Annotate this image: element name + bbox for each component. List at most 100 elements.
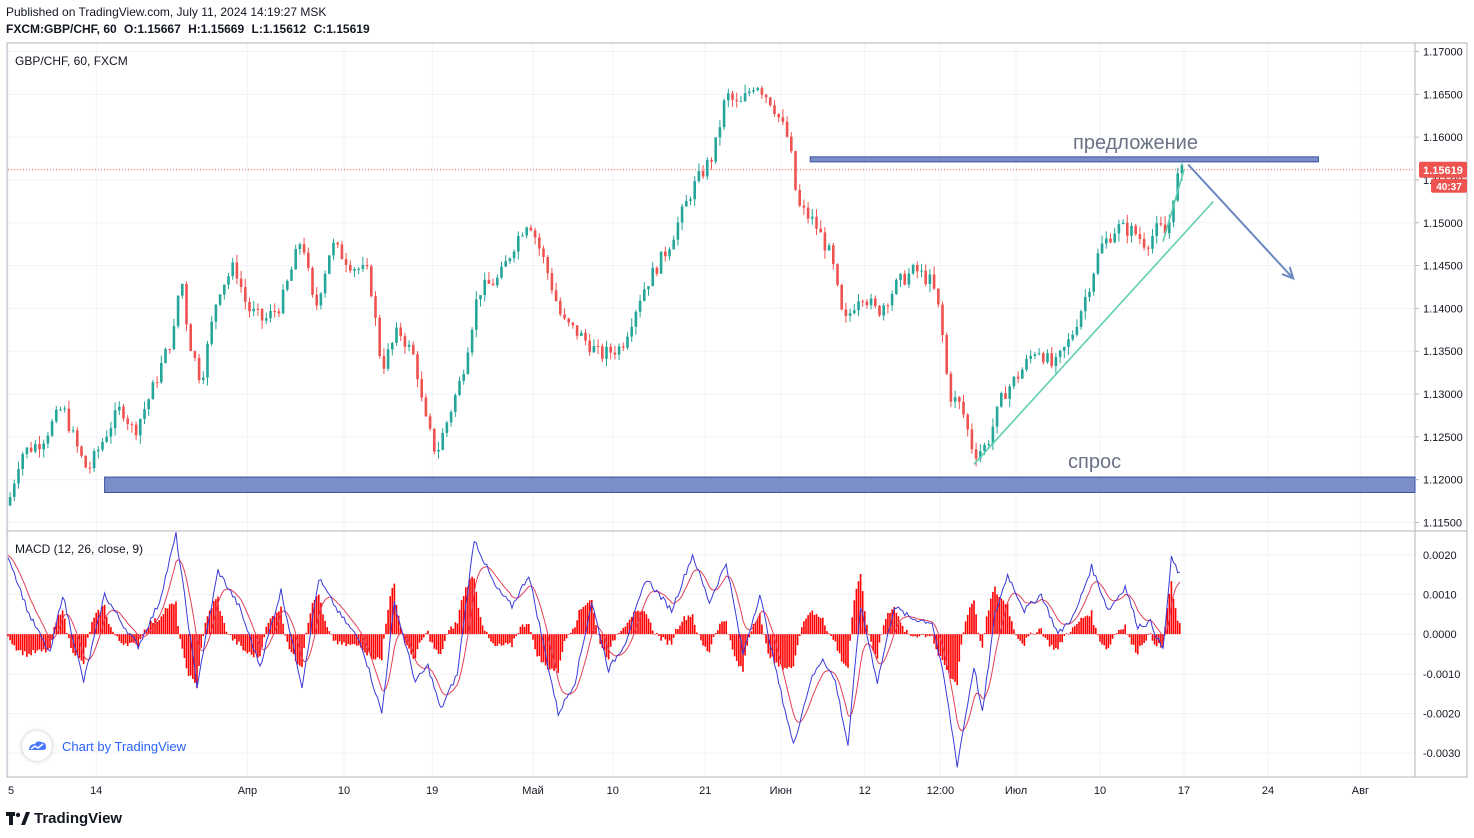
candle <box>336 241 339 248</box>
time-axis[interactable]: 5 14 Апр 10 19 Май 10 21 Июн 12 12:00 Июл 10 17 24 Авг <box>8 785 1369 797</box>
macd-hist-bar <box>794 634 797 656</box>
footer-brand[interactable]: TradingView <box>6 810 122 827</box>
candle <box>613 345 617 360</box>
candle-body <box>550 273 554 291</box>
macd-hist-bar <box>912 634 914 637</box>
candle-body <box>130 424 134 426</box>
candle <box>454 393 457 417</box>
macd-hist-bar <box>1036 632 1038 635</box>
candle <box>50 418 54 438</box>
candle-body <box>202 377 205 381</box>
candle-body <box>823 232 827 251</box>
badge-label[interactable]: Chart by TradingView <box>62 738 187 754</box>
macd-hist-bar <box>1143 634 1145 643</box>
candle-body <box>886 305 890 307</box>
candle <box>680 203 684 231</box>
macd-hist-bar <box>1092 625 1095 635</box>
macd-hist-bar <box>158 620 160 635</box>
candle <box>1071 330 1074 342</box>
candle-body <box>176 295 180 327</box>
macd-hist-bar <box>536 634 538 657</box>
macd-hist-bar <box>922 634 925 635</box>
macd-hist-bar <box>538 634 541 656</box>
macd-hist-bar <box>668 634 671 641</box>
macd-hist-bar <box>691 614 694 635</box>
candle-body <box>533 230 537 238</box>
macd-hist-bar <box>84 634 87 648</box>
candle-body <box>1138 234 1142 239</box>
candle <box>239 270 243 293</box>
macd-hist-bar <box>1116 633 1118 635</box>
macd-hist-bar <box>996 594 998 635</box>
candle-body <box>869 298 873 306</box>
candle <box>685 194 688 207</box>
candle <box>874 295 877 309</box>
macd-hist-bar <box>198 634 200 666</box>
macd-hist-bar <box>154 618 156 635</box>
candle-body <box>399 327 402 337</box>
candle-body <box>1147 247 1150 249</box>
macd-hist-bar <box>467 586 469 635</box>
macd-hist-bar <box>1074 625 1076 635</box>
candle-body <box>391 342 394 350</box>
macd-hist-bar <box>576 620 578 635</box>
candle <box>126 415 129 430</box>
candle <box>832 242 835 270</box>
macd-hist-bar <box>99 612 102 635</box>
macd-hist-bar <box>927 634 929 636</box>
x-tick-label: 14 <box>90 785 102 797</box>
candle-body <box>147 399 150 410</box>
macd-hist-bar <box>343 634 345 643</box>
candle <box>323 270 327 298</box>
tradingview-badge[interactable]: Chart by TradingView <box>22 731 186 761</box>
macd-axis[interactable]: 0.0020 0.0010 0.0000 -0.0010 -0.0020 -0.0030 <box>1423 550 1460 760</box>
macd-hist-bar <box>1166 608 1168 635</box>
macd-hist-bar <box>435 634 438 650</box>
candle-body <box>466 352 470 374</box>
candle-body <box>340 244 344 260</box>
macd-hist-bar <box>305 632 307 635</box>
candle <box>1100 235 1104 254</box>
ohlc-high: H:1.15669 <box>188 22 245 36</box>
candle-body <box>680 206 684 223</box>
macd-hist-bar <box>973 600 975 635</box>
candle <box>441 428 444 451</box>
macd-hist-bar <box>813 614 816 635</box>
macd-hist-bar <box>687 615 690 635</box>
macd-hist-bar <box>166 608 169 635</box>
macd-hist-bar <box>662 634 664 638</box>
macd-hist-bar <box>1124 624 1126 635</box>
candle <box>710 157 713 170</box>
price-axis[interactable]: 1.170001.165001.160001.155001.150001.145… <box>1415 47 1463 530</box>
candle <box>836 263 839 287</box>
macd-hist-bar <box>832 634 835 640</box>
candle <box>861 299 864 307</box>
candle-body <box>172 326 176 350</box>
supply-zone <box>809 156 1319 163</box>
candle <box>315 287 318 311</box>
macd-hist-bar <box>874 634 877 654</box>
macd-hist-bar <box>496 634 499 646</box>
candle <box>34 439 37 454</box>
macd-hist-bar <box>1059 634 1061 643</box>
candle-body <box>1042 353 1045 363</box>
macd-hist-bar <box>1042 634 1045 637</box>
candle <box>1151 228 1154 254</box>
macd-hist-bar <box>759 613 761 635</box>
candle-body <box>773 105 776 114</box>
macd-hist-bar <box>515 634 517 637</box>
candle <box>676 216 680 246</box>
macd-hist-bar <box>82 634 85 665</box>
macd-hist-bar <box>786 634 788 669</box>
macd-hist-bar <box>532 634 534 640</box>
ohlc-close: C:1.15619 <box>313 22 370 36</box>
macd-hist-bar <box>1176 620 1179 635</box>
candle-body <box>517 235 520 252</box>
candle <box>269 304 272 323</box>
candle <box>575 325 579 340</box>
candle <box>554 282 558 302</box>
macd-hist-bar <box>910 634 912 636</box>
macd-hist-bar <box>240 634 242 646</box>
macd-hist-bar <box>414 634 417 659</box>
